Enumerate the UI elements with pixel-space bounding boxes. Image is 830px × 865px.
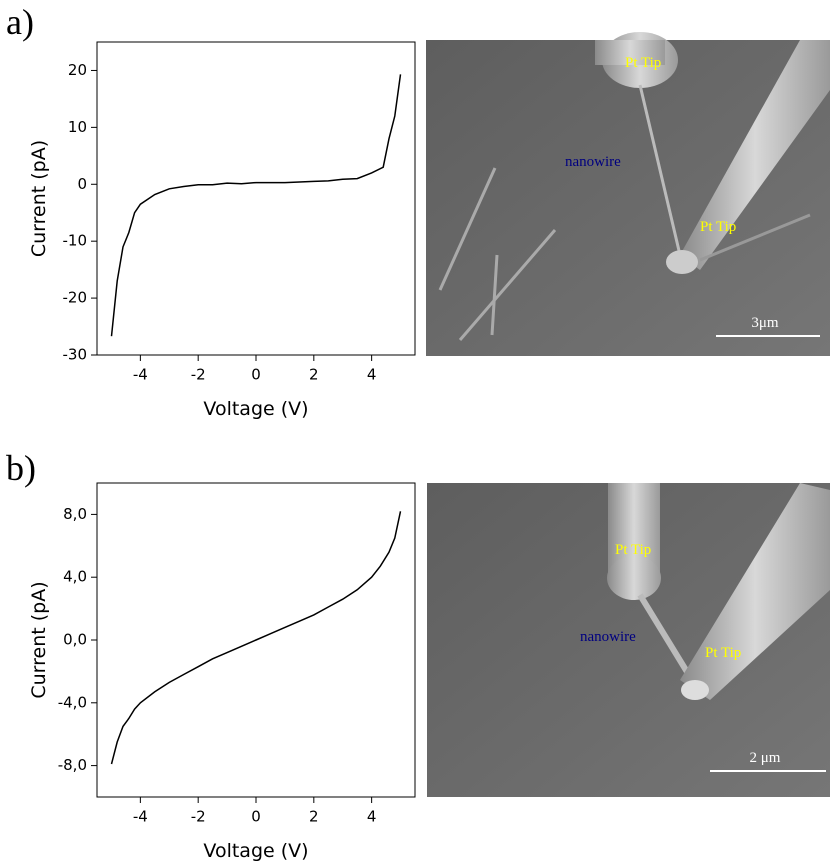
x-tick-label: 4 xyxy=(367,366,377,384)
x-tick-label: -2 xyxy=(191,808,206,826)
y-tick-label: -4,0 xyxy=(58,693,87,711)
image-label: nanowire xyxy=(565,154,621,170)
y-tick-label: 20 xyxy=(68,61,87,79)
image-label: Pt Tip xyxy=(705,645,741,661)
y-tick-label: -10 xyxy=(63,232,88,250)
panel-label: b) xyxy=(6,448,36,488)
scale-bar-label: 2 μm xyxy=(750,750,781,766)
x-axis-title: Voltage (V) xyxy=(203,840,308,862)
x-tick-label: -2 xyxy=(191,366,206,384)
y-axis-title: Current (pA) xyxy=(28,140,50,257)
x-tick-label: -4 xyxy=(133,366,148,384)
y-axis-title: Current (pA) xyxy=(28,581,50,698)
image-label: Pt Tip xyxy=(700,219,736,235)
plot-frame xyxy=(96,41,416,356)
x-axis-title: Voltage (V) xyxy=(203,398,308,420)
y-tick-label: -30 xyxy=(63,346,88,364)
image-label: Pt Tip xyxy=(615,542,651,558)
y-tick-label: 0 xyxy=(77,175,87,193)
data-line xyxy=(110,74,402,337)
y-tick-label: -8,0 xyxy=(58,756,87,774)
sem-image: Pt Tip nanowire Pt Tip 2 μm xyxy=(427,483,830,797)
scale-bar-label: 3μm xyxy=(751,315,779,331)
y-tick-label: 0,0 xyxy=(63,631,87,649)
sem-image: Pt Tip nanowire Pt Tip 3μm xyxy=(426,32,830,356)
image-label: nanowire xyxy=(580,629,636,645)
x-tick-label: 2 xyxy=(309,808,319,826)
x-tick-label: 0 xyxy=(251,366,261,384)
y-tick-label: 10 xyxy=(68,118,87,136)
y-tick-label: 4,0 xyxy=(63,568,87,586)
x-tick-label: 4 xyxy=(367,808,377,826)
data-line xyxy=(110,511,402,765)
image-label: Pt Tip xyxy=(625,55,661,71)
x-tick-label: -4 xyxy=(133,808,148,826)
y-tick-label: -20 xyxy=(63,289,88,307)
panel-label: a) xyxy=(6,2,34,42)
x-tick-label: 2 xyxy=(309,366,319,384)
x-tick-label: 0 xyxy=(251,808,261,826)
y-tick-label: 8,0 xyxy=(63,505,87,523)
